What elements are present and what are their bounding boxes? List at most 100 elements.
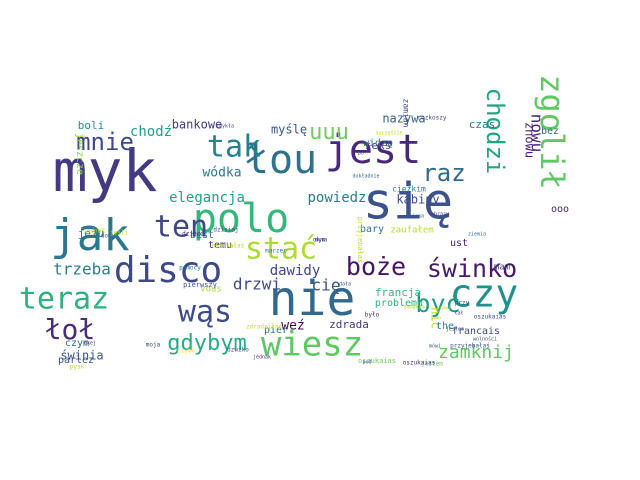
cloud-word: czy [450, 272, 519, 316]
cloud-word: wąs [178, 295, 232, 330]
cloud-word: nie [269, 271, 356, 327]
cloud-word: świnia [60, 349, 103, 363]
cloud-word: mam [494, 263, 510, 273]
cloud-word: oszukałaś [212, 243, 245, 250]
cloud-word: przy [455, 300, 470, 307]
cloud-word: elegancja [169, 190, 245, 206]
cloud-word: vous [200, 285, 222, 295]
cloud-word: być [415, 289, 460, 318]
cloud-word: czas [469, 118, 496, 131]
cloud-word: tak [207, 130, 261, 165]
cloud-word: łał [454, 311, 463, 317]
cloud-word: zamian [402, 99, 411, 128]
cloud-word: szczęście [375, 130, 402, 137]
cloud-word: przyjebałaś [356, 217, 364, 263]
cloud-word: zdradziłaś [246, 324, 283, 331]
cloud-word: znowu [523, 122, 537, 158]
cloud-word: zamykam [403, 305, 424, 311]
cloud-word: przyjebałaś [450, 343, 490, 350]
cloud-word: zwykła [216, 124, 234, 130]
cloud-word: chodzi [481, 88, 509, 175]
cloud-word: jeśli [110, 230, 128, 237]
cloud-word: bez [541, 126, 559, 137]
cloud-word: dała [339, 282, 351, 288]
cloud-word: stać [245, 232, 317, 267]
cloud-word: jest [325, 127, 421, 173]
cloud-word: bankowe [172, 118, 223, 132]
cloud-word: oszukaias [358, 357, 396, 365]
cloud-word: dawidy [270, 263, 321, 279]
cloud-word: francais [452, 326, 500, 337]
cloud-word: marzec [265, 248, 287, 255]
cloud-word: mówi [429, 343, 441, 350]
cloud-word: chodź [130, 124, 172, 140]
cloud-word: pysk [70, 364, 85, 371]
cloud-word: temu [208, 240, 232, 251]
cloud-word: bary [360, 224, 384, 235]
cloud-word: rozkoszy [418, 115, 447, 122]
cloud-word: było [365, 312, 380, 319]
cloud-word: czymo [177, 348, 195, 355]
cloud-word: wódka [202, 166, 241, 181]
cloud-word: problemu [375, 298, 423, 309]
cloud-word: sami [439, 306, 451, 312]
cloud-word: inna [412, 214, 424, 220]
cloud-word: pierwszy [183, 281, 217, 289]
cloud-word: okej [84, 341, 96, 347]
cloud-word: gdybym [167, 331, 246, 356]
cloud-word: ooo [551, 204, 569, 215]
cloud-word: the [436, 321, 454, 332]
cloud-word: pod [362, 360, 371, 366]
cloud-word: seks [365, 139, 392, 152]
cloud-word: jeszcze [74, 133, 85, 175]
cloud-word: cię [312, 276, 341, 295]
cloud-word: nowu [528, 114, 547, 153]
cloud-word: ciężkim [392, 185, 426, 194]
cloud-word: powiedz [307, 190, 366, 206]
cloud-word: weź [281, 319, 304, 334]
cloud-word: kabiny [396, 193, 439, 207]
cloud-word: jestem [421, 361, 443, 368]
cloud-word: zgolił [533, 74, 571, 190]
cloud-word: łoł [45, 313, 96, 346]
cloud-word: wolności [473, 336, 497, 343]
cloud-word: się [363, 173, 453, 231]
cloud-word: trzeba [53, 260, 111, 279]
cloud-word: dzieci [182, 231, 204, 238]
cloud-word: oszukaias [474, 314, 507, 321]
cloud-word: ziemia [468, 232, 486, 238]
cloud-word: best [190, 230, 214, 241]
cloud-word: widzę [363, 138, 393, 149]
cloud-word: moja [146, 342, 161, 349]
cloud-word: ten [154, 210, 208, 245]
cloud-word: drzwi [233, 275, 281, 294]
cloud-word: oszukaias [403, 360, 436, 367]
cloud-word: jednak [253, 355, 271, 361]
cloud-word: jestem [446, 327, 464, 333]
cloud-word: dokładnie [352, 174, 379, 180]
cloud-word: łou [245, 137, 317, 183]
cloud-word: jezu [78, 227, 105, 240]
cloud-word: parlez [58, 355, 94, 366]
cloud-word: francja [375, 286, 421, 299]
cloud-word: po [358, 151, 364, 157]
cloud-word: obrazy [431, 212, 449, 218]
cloud-word: myślę [271, 123, 307, 137]
cloud-word: wiesz [261, 325, 363, 365]
cloud-word: mym [315, 237, 326, 244]
cloud-word: jednak [83, 228, 105, 235]
cloud-word: mnie [76, 128, 134, 156]
cloud-word: świnko [427, 254, 517, 283]
cloud-word: myk [53, 137, 158, 205]
cloud-word: okna [313, 237, 328, 244]
cloud-word: boże [346, 252, 406, 281]
cloud-word: pomocy [179, 265, 201, 272]
cloud-word: domy [101, 233, 116, 240]
cloud-word: zaufałem [390, 226, 433, 236]
cloud-word: boli [78, 119, 105, 132]
cloud-word: ust [450, 238, 468, 249]
cloud-word: nazywa [382, 112, 425, 126]
cloud-word: teraz [19, 282, 109, 317]
cloud-word: nic [429, 307, 443, 329]
